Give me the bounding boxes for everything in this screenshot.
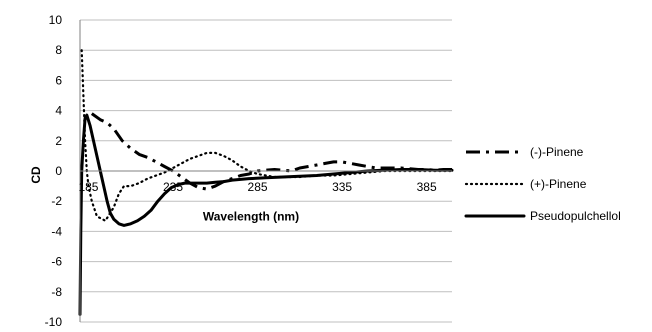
series-lines xyxy=(78,49,454,316)
x-tick-label: 285 xyxy=(248,180,268,194)
x-tick-label: 335 xyxy=(332,180,352,194)
y-tick-label: -4 xyxy=(51,224,62,238)
y-axis-label: CD xyxy=(29,166,43,184)
x-tick-label: 185 xyxy=(78,180,98,194)
y-tick-label: 6 xyxy=(55,73,62,87)
y-tick-label: -8 xyxy=(51,285,62,299)
y-tick-label: -10 xyxy=(45,315,63,327)
legend: (-)-Pinene (+)-Pinene Pseudopulchellol xyxy=(464,145,621,223)
y-tick-label: -2 xyxy=(51,194,62,208)
y-tick-label: 10 xyxy=(49,13,63,27)
series-line-1 xyxy=(90,112,452,191)
legend-label: (-)-Pinene xyxy=(530,145,584,159)
series-line-3 xyxy=(78,113,454,316)
y-tick-label: 4 xyxy=(55,104,62,118)
x-tick-label: 385 xyxy=(417,180,437,194)
y-tick-label: 8 xyxy=(55,43,62,57)
y-tick-label: -6 xyxy=(51,255,62,269)
x-tick-label: 235 xyxy=(163,180,183,194)
x-axis-label: Wavelength (nm) xyxy=(203,209,299,223)
series-line-2 xyxy=(80,49,454,222)
legend-label: Pseudopulchellol xyxy=(530,209,621,223)
axes: -10 -8 -6 -4 -2 0 2 4 6 8 10 185 235 285 335 385 xyxy=(45,13,452,329)
y-tick-label: 2 xyxy=(55,134,62,148)
legend-label: (+)-Pinene xyxy=(530,177,587,191)
y-tick-label: 0 xyxy=(55,164,62,178)
